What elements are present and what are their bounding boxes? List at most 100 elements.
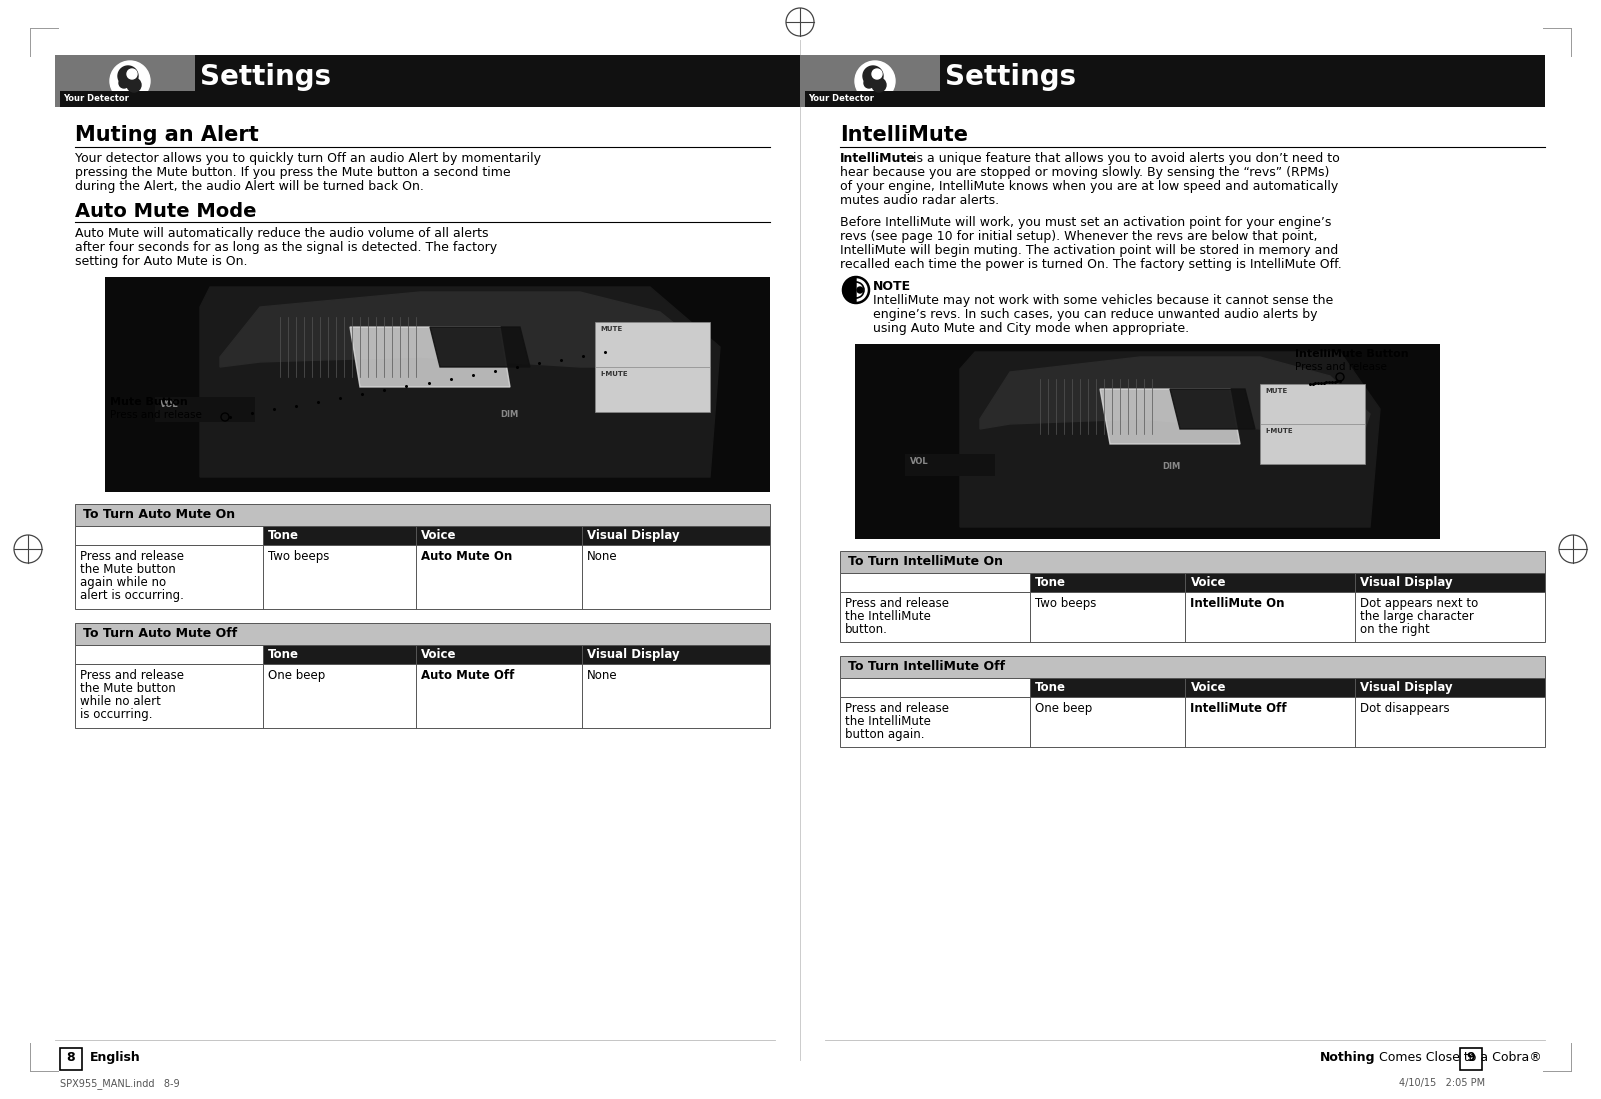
Text: the IntelliMute: the IntelliMute	[845, 610, 930, 623]
Bar	[263, 645, 416, 664]
Text: IntelliMute will begin muting. The activation point will be stored in memory and: IntelliMute will begin muting. The activ…	[841, 244, 1338, 257]
Bar	[596, 322, 709, 412]
Text: the IntelliMute: the IntelliMute	[845, 715, 930, 728]
Text: engine’s revs. In such cases, you can reduce unwanted audio alerts by: engine’s revs. In such cases, you can re…	[873, 308, 1318, 321]
Bar	[841, 551, 1545, 573]
Text: None: None	[588, 669, 618, 682]
Text: DIM: DIM	[500, 410, 519, 419]
Text: Visual Display: Visual Display	[1359, 576, 1452, 589]
Text: Two beeps: Two beeps	[1036, 597, 1097, 610]
Bar	[841, 678, 1031, 697]
Bar	[1031, 573, 1185, 592]
Bar	[905, 454, 994, 476]
Text: VOL: VOL	[909, 457, 929, 466]
Polygon shape	[844, 277, 857, 303]
Bar	[263, 526, 416, 545]
Bar	[490, 407, 570, 432]
Text: Press and release: Press and release	[110, 410, 202, 420]
Text: using Auto Mute and City mode when appropriate.: using Auto Mute and City mode when appro…	[873, 322, 1190, 335]
Text: VOL: VOL	[160, 400, 179, 409]
Bar	[75, 645, 263, 664]
Text: hear because you are stopped or moving slowly. By sensing the “revs” (RPMs): hear because you are stopped or moving s…	[841, 166, 1329, 179]
Circle shape	[118, 66, 138, 86]
Text: Auto Mute On: Auto Mute On	[421, 550, 512, 563]
Text: Press and release: Press and release	[845, 702, 949, 715]
Text: Visual Display: Visual Display	[1359, 681, 1452, 693]
Text: To Turn Auto Mute Off: To Turn Auto Mute Off	[83, 628, 237, 640]
Bar	[75, 526, 263, 545]
Text: revs (see page 10 for initial setup). Whenever the revs are below that point,: revs (see page 10 for initial setup). Wh…	[841, 230, 1318, 243]
Bar	[416, 526, 583, 545]
Text: Your detector allows you to quickly turn Off an audio Alert by momentarily: Your detector allows you to quickly turn…	[75, 152, 541, 165]
Text: Dot appears next to: Dot appears next to	[1359, 597, 1478, 610]
Text: Tone: Tone	[1036, 681, 1066, 693]
Text: English: English	[90, 1051, 141, 1064]
Text: Before IntelliMute will work, you must set an activation point for your engine’s: Before IntelliMute will work, you must s…	[841, 217, 1332, 229]
Circle shape	[855, 62, 895, 101]
Text: the Mute button: the Mute button	[80, 563, 176, 576]
Text: Auto Mute will automatically reduce the audio volume of all alerts: Auto Mute will automatically reduce the …	[75, 227, 488, 240]
Circle shape	[863, 66, 884, 86]
Bar	[800, 55, 1545, 107]
Text: the Mute button: the Mute button	[80, 682, 176, 695]
Circle shape	[860, 62, 892, 95]
Text: of your engine, IntelliMute knows when you are at low speed and automatically: of your engine, IntelliMute knows when y…	[841, 180, 1338, 193]
Text: on the right: on the right	[1359, 623, 1430, 636]
Bar	[1185, 573, 1354, 592]
Text: Tone: Tone	[1036, 576, 1066, 589]
Bar	[841, 697, 1545, 747]
Bar	[855, 344, 1439, 539]
Text: Press and release: Press and release	[845, 597, 949, 610]
Bar	[841, 592, 1545, 642]
Text: Settings: Settings	[945, 63, 1076, 91]
Text: Comes Close to a Cobra®: Comes Close to a Cobra®	[1375, 1051, 1542, 1064]
Text: Voice: Voice	[1191, 576, 1226, 589]
Text: Nothing: Nothing	[1319, 1051, 1375, 1064]
Circle shape	[118, 78, 130, 88]
Bar	[1354, 678, 1545, 697]
Text: alert is occurring.: alert is occurring.	[80, 589, 184, 602]
Text: To Turn IntelliMute On: To Turn IntelliMute On	[849, 555, 1002, 568]
Text: DIM: DIM	[1162, 462, 1180, 471]
Text: Tone: Tone	[267, 648, 299, 660]
Text: IntelliMute may not work with some vehicles because it cannot sense the: IntelliMute may not work with some vehic…	[873, 295, 1334, 307]
Text: Voice: Voice	[1191, 681, 1226, 693]
Circle shape	[126, 78, 141, 92]
Bar	[1460, 1048, 1483, 1070]
Text: mutes audio radar alerts.: mutes audio radar alerts.	[841, 195, 999, 207]
Text: Your Detector: Your Detector	[809, 95, 874, 103]
Text: IntelliMute Off: IntelliMute Off	[1191, 702, 1287, 715]
Text: IntelliMute On: IntelliMute On	[1191, 597, 1286, 610]
Text: Press and release: Press and release	[80, 669, 184, 682]
Text: MUTE: MUTE	[600, 326, 623, 332]
Text: 4/10/15   2:05 PM: 4/10/15 2:05 PM	[1399, 1078, 1486, 1088]
Circle shape	[865, 78, 874, 88]
Text: Dot disappears: Dot disappears	[1359, 702, 1449, 715]
Circle shape	[114, 62, 146, 95]
Text: To Turn Auto Mute On: To Turn Auto Mute On	[83, 508, 235, 521]
Circle shape	[873, 78, 885, 92]
Text: NOTE: NOTE	[873, 280, 911, 293]
Text: during the Alert, the audio Alert will be turned back On.: during the Alert, the audio Alert will b…	[75, 180, 424, 193]
Text: Tone: Tone	[267, 529, 299, 542]
Circle shape	[126, 69, 138, 79]
Polygon shape	[961, 352, 1380, 528]
Bar	[583, 645, 770, 664]
Polygon shape	[1170, 389, 1255, 429]
Polygon shape	[351, 328, 511, 387]
Circle shape	[873, 69, 882, 79]
Polygon shape	[219, 292, 709, 367]
Text: SPX955_MANL.indd   8-9: SPX955_MANL.indd 8-9	[59, 1078, 179, 1089]
Text: Press and release: Press and release	[80, 550, 184, 563]
Bar	[416, 645, 583, 664]
Text: pressing the Mute button. If you press the Mute button a second time: pressing the Mute button. If you press t…	[75, 166, 511, 179]
Bar	[54, 55, 195, 107]
Text: Auto Mute Off: Auto Mute Off	[421, 669, 514, 682]
Text: IntelliMute: IntelliMute	[841, 152, 916, 165]
Bar	[106, 277, 770, 492]
Text: Mute Button: Mute Button	[110, 397, 187, 407]
Text: is a unique feature that allows you to avoid alerts you don’t need to: is a unique feature that allows you to a…	[909, 152, 1340, 165]
Bar	[805, 91, 940, 107]
Text: button again.: button again.	[845, 728, 924, 741]
Text: Your Detector: Your Detector	[62, 95, 128, 103]
